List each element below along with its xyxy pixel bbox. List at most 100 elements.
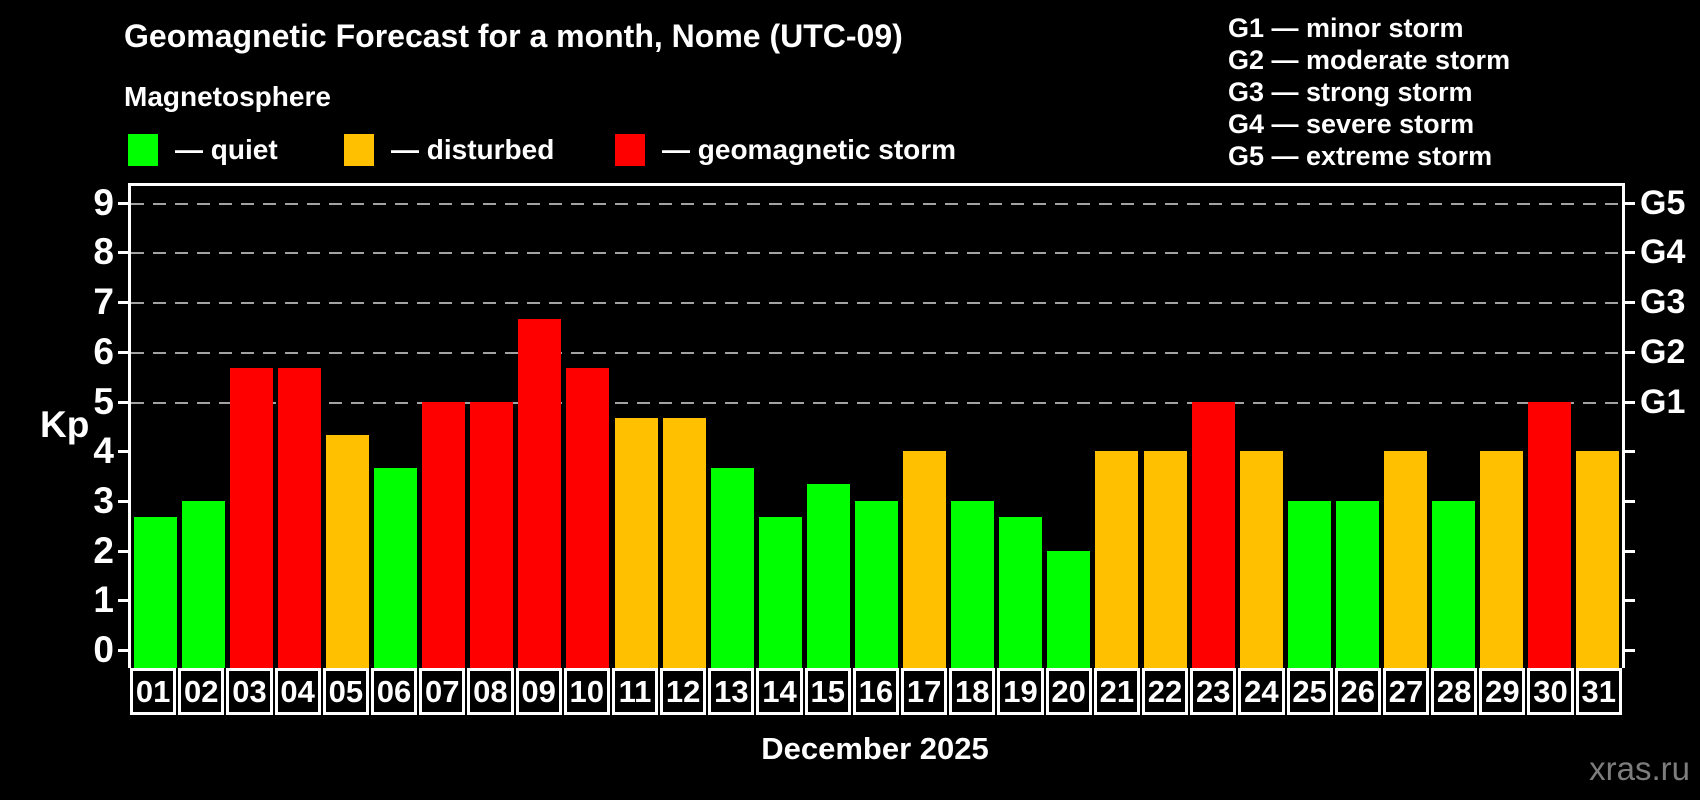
day-label-24: 24 <box>1238 668 1285 715</box>
day-label-30: 30 <box>1527 668 1574 715</box>
kp-bar-day-20 <box>1047 550 1091 668</box>
legend-item-disturbed: — disturbed <box>344 134 554 166</box>
y-axis-title: Kp <box>40 404 90 445</box>
gridline-kp8 <box>131 252 1622 255</box>
y-axis-label-4: 4 <box>93 430 114 472</box>
kp-bar-day-05 <box>325 434 369 668</box>
legend-label: — disturbed <box>391 134 555 165</box>
chart-subtitle: Magnetosphere <box>124 81 331 112</box>
g-level-label-G1: G1 <box>1640 382 1686 421</box>
day-label-02: 02 <box>178 668 225 715</box>
kp-bar-day-21 <box>1095 451 1139 668</box>
g-level-label-G5: G5 <box>1640 183 1686 222</box>
y-tick-left <box>118 201 129 205</box>
kp-bar-day-01 <box>133 517 177 668</box>
y-axis-label-5: 5 <box>93 380 114 422</box>
y-tick-left <box>118 649 129 652</box>
kp-bar-day-29 <box>1480 451 1524 668</box>
kp-bar-day-03 <box>229 368 273 668</box>
g-legend-item: G3 — strong storm <box>1228 77 1473 107</box>
day-label-11: 11 <box>611 668 659 715</box>
y-tick-right <box>1624 201 1635 205</box>
day-label-26: 26 <box>1334 668 1381 715</box>
y-tick-left <box>118 301 129 305</box>
kp-bar-day-10 <box>566 368 610 668</box>
g-level-label-G4: G4 <box>1640 233 1686 272</box>
storm-color-swatch <box>615 134 645 166</box>
x-axis-day-labels: 01 02 03 04 05 06 07 08 09 10 11 12 13 14 15 16 17 18 19 20… <box>130 668 1622 715</box>
y-axis-label-8: 8 <box>93 231 114 273</box>
y-tick-right <box>1624 301 1635 305</box>
day-label-20: 20 <box>1045 668 1092 715</box>
day-label-16: 16 <box>852 668 899 715</box>
g-scale-legend: G1 — minor storm G2 — moderate storm G3 — … <box>1228 12 1510 172</box>
y-tick-left <box>118 599 129 603</box>
y-tick-right <box>1624 599 1635 603</box>
kp-bar-day-24 <box>1239 451 1283 668</box>
y-tick-right <box>1624 649 1635 652</box>
y-tick-left <box>118 400 129 404</box>
kp-bar-day-14 <box>758 517 802 668</box>
day-label-04: 04 <box>274 668 321 715</box>
y-tick-left <box>118 350 129 354</box>
y-axis-label-1: 1 <box>93 579 114 621</box>
kp-bar-day-18 <box>951 500 995 668</box>
g-legend-item: G5 — extreme storm <box>1228 141 1493 171</box>
day-label-25: 25 <box>1286 668 1333 715</box>
y-tick-right <box>1624 251 1635 255</box>
day-label-21: 21 <box>1093 668 1140 715</box>
watermark: xras.ru <box>1589 750 1690 787</box>
y-tick-left <box>118 251 129 255</box>
day-label-12: 12 <box>660 668 707 715</box>
y-axis-label-0: 0 <box>93 629 114 670</box>
day-label-08: 08 <box>467 668 514 715</box>
day-label-05: 05 <box>322 668 369 715</box>
day-label-03: 03 <box>226 668 273 715</box>
kp-bar-day-30 <box>1528 401 1572 668</box>
day-label-27: 27 <box>1382 668 1430 715</box>
x-axis-title: December 2025 <box>761 731 989 766</box>
gridline-kp5 <box>131 401 1622 404</box>
y-axis-label-9: 9 <box>93 181 114 223</box>
kp-bar-day-15 <box>806 484 850 668</box>
kp-bar-day-09 <box>518 318 562 668</box>
kp-bar-day-13 <box>710 467 754 668</box>
y-axis-label-2: 2 <box>93 529 114 571</box>
kp-bar-day-17 <box>903 451 947 668</box>
day-label-29: 29 <box>1479 668 1526 715</box>
g-level-label-G3: G3 <box>1640 283 1686 322</box>
day-label-10: 10 <box>563 668 610 715</box>
day-label-31: 31 <box>1575 668 1622 715</box>
kp-bar-day-28 <box>1432 500 1476 668</box>
gridline-kp7 <box>131 302 1622 305</box>
kp-bar-day-04 <box>277 368 321 668</box>
kp-bar-day-23 <box>1191 401 1235 668</box>
g-level-label-G2: G2 <box>1640 332 1686 371</box>
day-label-14: 14 <box>756 668 803 715</box>
day-label-15: 15 <box>804 668 851 715</box>
gridline-kp6 <box>131 351 1622 354</box>
plot-area <box>128 183 1625 668</box>
kp-bar-day-31 <box>1576 451 1620 668</box>
kp-bar-day-25 <box>1287 500 1331 668</box>
kp-bar-day-12 <box>662 417 706 668</box>
day-label-13: 13 <box>708 668 755 715</box>
day-label-09: 09 <box>515 668 562 715</box>
day-label-19: 19 <box>997 668 1044 715</box>
gridline-kp9 <box>131 202 1622 205</box>
legend-item-quiet: — quiet <box>128 134 278 166</box>
legend-item-storm: — geomagnetic storm <box>615 134 956 166</box>
disturbed-color-swatch <box>344 134 374 166</box>
day-label-23: 23 <box>1190 668 1237 715</box>
day-label-18: 18 <box>949 668 996 715</box>
kp-bar-day-16 <box>855 500 898 668</box>
g-legend-item: G1 — minor storm <box>1228 13 1464 43</box>
legend-label: — geomagnetic storm <box>662 134 957 165</box>
kp-bar-day-26 <box>1335 500 1379 668</box>
y-tick-right <box>1624 450 1635 454</box>
day-label-07: 07 <box>419 668 466 715</box>
day-label-28: 28 <box>1431 668 1478 715</box>
day-label-17: 17 <box>901 668 948 715</box>
g-legend-item: G2 — moderate storm <box>1228 45 1511 75</box>
